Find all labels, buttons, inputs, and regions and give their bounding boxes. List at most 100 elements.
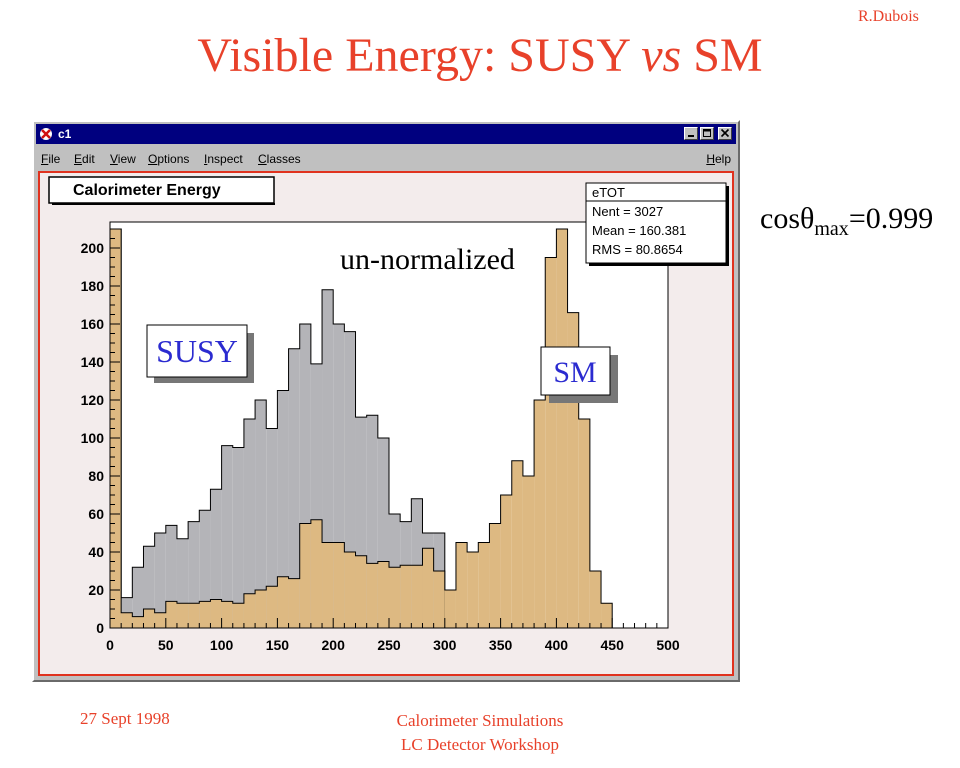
y-tick-label: 120 xyxy=(81,392,105,408)
sm-bar xyxy=(222,601,233,628)
minimize-icon xyxy=(685,128,697,139)
stats-entries: Nent = 3027 xyxy=(592,204,663,219)
sm-bar xyxy=(601,603,612,628)
sm-bar xyxy=(311,520,322,628)
sm-bar xyxy=(344,552,355,628)
sm-bar xyxy=(210,600,221,629)
sm-bar xyxy=(467,552,478,628)
footer-date: 27 Sept 1998 xyxy=(80,709,170,729)
sm-bar xyxy=(523,476,534,628)
footer-event: Calorimeter Simulations LC Detector Work… xyxy=(340,709,620,757)
sm-bar xyxy=(456,543,467,629)
close-icon xyxy=(719,128,731,139)
sm-bar xyxy=(556,229,567,628)
menubar: File Edit View Options Inspect Classes H… xyxy=(36,148,736,168)
sm-bar xyxy=(244,594,255,628)
sm-bar xyxy=(400,565,411,628)
sm-bar xyxy=(177,603,188,628)
menu-inspect[interactable]: Inspect xyxy=(204,152,243,166)
y-tick-label: 40 xyxy=(88,544,104,560)
x-tick-label: 250 xyxy=(377,637,401,653)
sm-bar xyxy=(478,543,489,629)
sm-bar xyxy=(356,556,367,628)
author-name: R.Dubois xyxy=(858,8,919,26)
x-tick-label: 500 xyxy=(656,637,680,653)
sm-bar xyxy=(367,563,378,628)
x-tick-label: 150 xyxy=(266,637,290,653)
sm-bar xyxy=(512,461,523,628)
sm-bar xyxy=(501,495,512,628)
sm-bar xyxy=(121,613,132,628)
menu-view[interactable]: View xyxy=(110,152,136,166)
y-tick-label: 60 xyxy=(88,506,104,522)
stats-name: eTOT xyxy=(592,185,625,200)
root-canvas-window: c1 File Edit View Options Inspect Classe… xyxy=(32,120,740,682)
menu-classes[interactable]: Classes xyxy=(258,152,301,166)
y-tick-label: 20 xyxy=(88,582,104,598)
sm-bar xyxy=(422,548,433,628)
cos-theta-max-label: cosθmax=0.999 xyxy=(760,202,933,241)
maximize-button[interactable] xyxy=(700,127,714,140)
sm-bar xyxy=(322,543,333,629)
histogram-plot: 0 50 100 150 200 250 300 350 400 450 500 0 20 40 60 80 1… xyxy=(40,173,732,674)
x-tick-label: 50 xyxy=(158,637,174,653)
window-titlebar[interactable]: c1 xyxy=(36,124,736,144)
footer-line-1: Calorimeter Simulations xyxy=(340,709,620,733)
close-button[interactable] xyxy=(718,127,732,140)
y-tick-label: 0 xyxy=(96,620,104,636)
y-tick-label: 160 xyxy=(81,316,105,332)
sm-label: SM xyxy=(553,356,596,389)
x-tick-label: 100 xyxy=(210,637,234,653)
sm-bar xyxy=(534,400,545,628)
sm-bar xyxy=(143,609,154,628)
menu-edit[interactable]: Edit xyxy=(74,152,95,166)
x-tick-label: 0 xyxy=(106,637,114,653)
y-tick-label: 140 xyxy=(81,354,105,370)
minimize-button[interactable] xyxy=(684,127,698,140)
slide-title: Visible Energy: SUSY vs SM xyxy=(0,28,960,83)
sm-bar xyxy=(545,258,556,629)
sm-bar xyxy=(411,565,422,628)
sm-bar xyxy=(434,571,445,628)
y-tick-label: 200 xyxy=(81,240,105,256)
sm-bar xyxy=(277,577,288,628)
sm-bar xyxy=(132,617,143,628)
sm-bar xyxy=(300,524,311,629)
sm-bar xyxy=(489,524,500,629)
sm-bar xyxy=(378,562,389,629)
sm-bar xyxy=(445,590,456,628)
susy-label: SUSY xyxy=(156,333,238,369)
sm-bar xyxy=(579,419,590,628)
sm-bar xyxy=(155,613,166,628)
window-title: c1 xyxy=(58,127,71,141)
y-tick-label: 80 xyxy=(88,468,104,484)
x-tick-label: 450 xyxy=(601,637,625,653)
y-tick-label: 180 xyxy=(81,278,105,294)
x-tick-label: 400 xyxy=(545,637,569,653)
unnormalized-annotation: un-normalized xyxy=(340,243,515,276)
plot-canvas[interactable]: 0 50 100 150 200 250 300 350 400 450 500 0 20 40 60 80 1… xyxy=(38,171,734,676)
maximize-icon xyxy=(701,128,713,139)
sm-bar xyxy=(266,586,277,628)
stats-mean: Mean = 160.381 xyxy=(592,223,686,238)
susy-bar xyxy=(233,448,244,629)
y-tick-label: 100 xyxy=(81,430,105,446)
menu-options[interactable]: Options xyxy=(148,152,189,166)
plot-title: Calorimeter Energy xyxy=(73,182,221,199)
sm-bar xyxy=(199,601,210,628)
sm-bar xyxy=(590,571,601,628)
sm-bar xyxy=(389,567,400,628)
menu-file[interactable]: File xyxy=(41,152,60,166)
root-app-icon[interactable] xyxy=(39,127,53,141)
footer-line-2: LC Detector Workshop xyxy=(340,733,620,757)
stats-rms: RMS = 80.8654 xyxy=(592,242,683,257)
menu-help[interactable]: Help xyxy=(706,152,731,166)
x-tick-label: 200 xyxy=(322,637,346,653)
sm-bar xyxy=(233,603,244,628)
sm-bar xyxy=(333,543,344,629)
susy-bar xyxy=(222,446,233,628)
sm-bar xyxy=(255,590,266,628)
sm-bar xyxy=(188,603,199,628)
sm-bar xyxy=(289,579,300,628)
x-tick-label: 350 xyxy=(489,637,513,653)
